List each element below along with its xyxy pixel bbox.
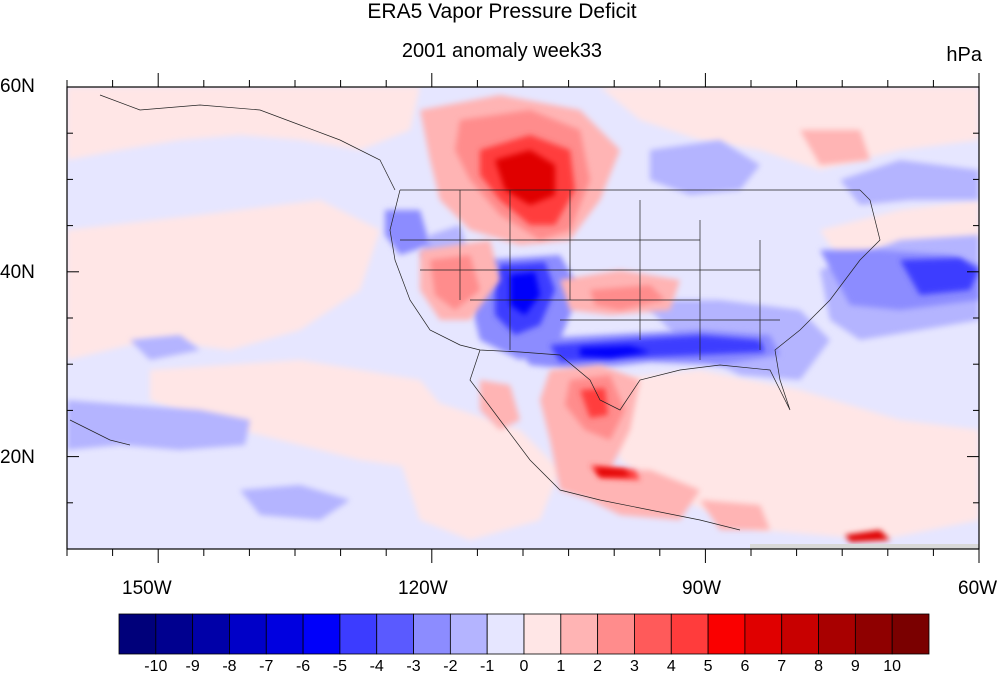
colorbar-box	[486, 613, 525, 655]
colorbar-box	[449, 613, 488, 655]
colorbar-tick-label: -6	[295, 658, 311, 675]
colorbar-box	[376, 613, 414, 655]
colorbar-box	[302, 613, 341, 655]
colorbar-box	[523, 613, 562, 655]
units-label: hPa	[946, 44, 982, 66]
missing-data-patch	[750, 544, 979, 549]
colorbar-tick-label: -2	[443, 658, 458, 675]
colorbar-tick-label: -4	[369, 658, 384, 675]
map-title: ERA5 Vapor Pressure Deficit	[367, 0, 637, 23]
colorbar-box	[891, 613, 930, 655]
colorbar-box	[854, 613, 893, 655]
colorbar-tick-label: 8	[814, 658, 823, 675]
lon-label-60w: 60W	[958, 578, 998, 599]
lat-label-60n: 60N	[0, 76, 35, 97]
colorbar-box	[707, 613, 746, 655]
anomaly-neg6	[510, 272, 650, 358]
colorbar-box	[560, 613, 599, 655]
colorbar-box	[229, 613, 267, 655]
political-borders	[69, 94, 881, 531]
colorbar-tick-label: 7	[777, 658, 787, 675]
colorbar-box	[781, 613, 819, 655]
colorbar-tick-label: -5	[332, 658, 348, 675]
colorbar-box	[265, 613, 304, 655]
map-ticks	[66, 73, 980, 563]
lat-label-40n: 40N	[0, 262, 35, 283]
colorbar-box	[192, 613, 230, 655]
colorbar-tick-label: -1	[480, 658, 495, 675]
colorbar-box	[818, 613, 856, 655]
colorbar-box	[155, 613, 194, 655]
colorbar-box	[339, 613, 378, 655]
colorbar-tick-label: -7	[259, 658, 274, 675]
colorbar-tick-label: 6	[740, 658, 750, 675]
colorbar-box	[597, 613, 635, 655]
colorbar-tick-label: 0	[519, 658, 529, 675]
colorbar-tick-label: 10	[883, 658, 902, 675]
colorbar-box	[634, 613, 672, 655]
colorbar-box	[670, 613, 709, 655]
colorbar-tick-label: 5	[703, 658, 713, 675]
colorbar-tick-label: 3	[630, 658, 639, 675]
map-subtitle: 2001 anomaly week33	[401, 40, 603, 62]
lon-label-90w: 90W	[682, 578, 722, 599]
lat-label-20n: 20N	[0, 447, 35, 468]
colorbar-tick-label: -9	[185, 658, 200, 675]
colorbar-tick-label: 1	[556, 658, 566, 675]
colorbar-tick-label: 2	[593, 658, 603, 675]
colorbar-tick-label: -10	[144, 658, 168, 675]
lon-label-150w: 150W	[122, 578, 172, 599]
colorbar-tick-label: -8	[222, 658, 237, 675]
colorbar-tick-label: -3	[406, 658, 421, 675]
lon-label-120w: 120W	[398, 578, 448, 599]
colorbar-tick-label: 9	[850, 658, 860, 675]
colorbar-box	[118, 613, 157, 655]
colorbar-box	[413, 613, 451, 655]
colorbar-box	[744, 613, 783, 655]
colorbar-tick-label: 4	[666, 658, 676, 675]
